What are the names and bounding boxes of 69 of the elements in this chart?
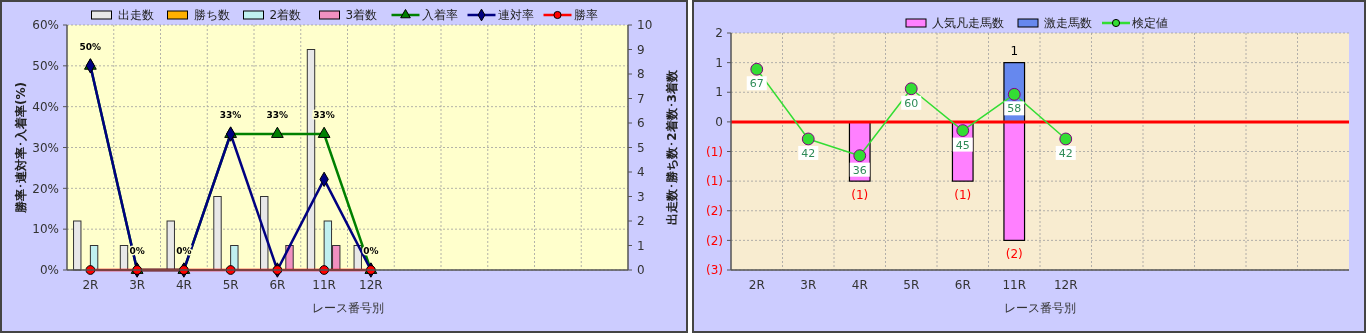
x-axis-title: レース番号別 [1004, 301, 1076, 315]
data-label: 33% [219, 110, 242, 121]
data-label: 58 [1007, 102, 1022, 116]
x-tick-label: 12R [1053, 278, 1078, 292]
x-axis-title: レース番号別 [311, 301, 384, 315]
y-axis-title: 勝率･連対率･入着率(%) [14, 82, 28, 214]
y-tick-label: 20% [32, 181, 59, 196]
y-tick-label: 2 [715, 26, 723, 41]
y2-tick-label: 5 [637, 140, 645, 155]
y2-tick-label: 2 [637, 214, 645, 229]
y-tick-label: 1 [715, 85, 723, 100]
data-label: 67 [749, 77, 764, 91]
x-tick-label: 6R [269, 278, 286, 292]
legend-label: 2着数 [269, 8, 302, 23]
data-label: 1 [1010, 43, 1019, 58]
legend-label: 検定値 [1132, 16, 1168, 31]
legend-label: 入着率 [421, 8, 458, 23]
y-tick-label: 50% [32, 59, 59, 74]
y2-tick-label: 6 [637, 116, 645, 131]
x-tick-label: 4R [851, 278, 868, 292]
legend-label: 勝率 [573, 8, 598, 23]
data-label: (2) [1005, 247, 1023, 262]
y-tick-label: (1) [706, 144, 723, 159]
x-tick-label: 5R [222, 278, 239, 292]
x-tick-label: 2R [82, 278, 99, 292]
data-label: 45 [955, 138, 970, 152]
data-label: 50% [79, 41, 102, 52]
y2-tick-label: 9 [637, 42, 645, 57]
y2-tick-label: 7 [637, 91, 645, 106]
legend-label: 激走馬数 [1044, 16, 1092, 31]
data-label: 33% [266, 110, 289, 121]
data-label: (1) [954, 188, 972, 203]
x-tick-label: 6R [954, 278, 971, 292]
data-label: 36 [852, 163, 867, 177]
y-tick-label: 0% [39, 263, 59, 278]
x-tick-label: 2R [748, 278, 765, 292]
y-tick-label: (2) [706, 233, 723, 248]
y-tick-label: (1) [706, 174, 723, 189]
x-tick-label: 3R [129, 278, 146, 292]
data-label: 42 [1058, 146, 1073, 160]
x-tick-label: 11R [1002, 278, 1027, 292]
y2-tick-label: 10 [637, 18, 653, 33]
y-tick-label: 40% [32, 99, 59, 114]
y-tick-label: 0 [715, 115, 723, 130]
y2-tick-label: 0 [637, 263, 645, 278]
data-label: (1) [851, 188, 869, 203]
data-label: 60 [904, 96, 919, 110]
y2-tick-label: 1 [637, 238, 645, 253]
legend-label: 勝ち数 [193, 8, 230, 23]
legend-label: 3着数 [345, 8, 378, 23]
y-tick-label: 1 [715, 55, 723, 70]
y-tick-label: (2) [706, 203, 723, 218]
x-tick-label: 11R [312, 278, 336, 292]
x-tick-label: 3R [800, 278, 817, 292]
y2-tick-label: 4 [637, 165, 645, 180]
data-label: 42 [801, 146, 816, 160]
y-tick-label: (3) [706, 263, 723, 278]
y-tick-label: 60% [32, 18, 59, 33]
y-tick-label: 30% [32, 140, 59, 155]
y2-tick-label: 3 [637, 189, 645, 204]
x-tick-label: 12R [359, 278, 383, 292]
legend-label: 出走数 [117, 8, 154, 23]
y-tick-label: 10% [32, 222, 59, 237]
legend-label: 人気凡走馬数 [932, 16, 1004, 31]
x-tick-label: 5R [903, 278, 920, 292]
y2-axis-title: 出走数･勝ち数･2着数･3着数 [665, 69, 679, 225]
x-tick-label: 4R [175, 278, 192, 292]
legend-label: 連対率 [497, 8, 534, 23]
y2-tick-label: 8 [637, 67, 645, 82]
